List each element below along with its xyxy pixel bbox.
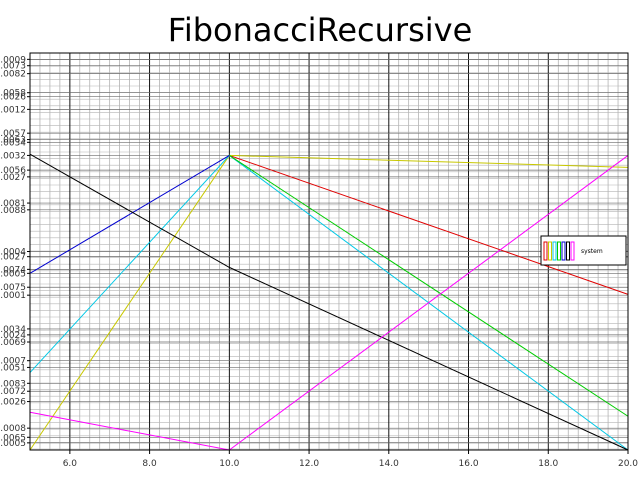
- y-tick-label: 0.0032: [0, 151, 26, 161]
- x-tick-label: 16.0: [459, 459, 479, 469]
- y-tick-labels: 0.00090.00730.00820.00580.00260.00120.00…: [0, 55, 30, 449]
- y-tick-label: 0.0069: [0, 338, 26, 348]
- y-tick-label: 0.0088: [0, 206, 26, 216]
- x-tick-label: 18.0: [538, 459, 558, 469]
- x-tick-label: 8.0: [142, 459, 157, 469]
- y-tick-label: 0.0026: [0, 93, 26, 103]
- chart-title: FibonacciRecursive: [168, 11, 473, 49]
- grid: [30, 53, 628, 450]
- y-tick-label: 0.0051: [0, 363, 26, 373]
- y-tick-label: 0.0026: [0, 398, 26, 408]
- y-tick-label: 0.0072: [0, 387, 26, 397]
- y-tick-label: 0.0012: [0, 105, 26, 115]
- y-tick-label: 0.0005: [0, 269, 26, 279]
- legend: system: [541, 236, 626, 265]
- y-tick-label: 0.0027: [0, 253, 26, 263]
- y-tick-label: 0.0034: [0, 138, 26, 148]
- x-tick-label: 10.0: [219, 459, 239, 469]
- x-tick-label: 14.0: [379, 459, 399, 469]
- y-tick-label: 0.0082: [0, 70, 26, 80]
- x-tick-label: 20.0: [618, 459, 638, 469]
- y-tick-label: 0.0027: [0, 173, 26, 183]
- x-tick-label: 12.0: [299, 459, 319, 469]
- legend-label: system: [581, 248, 603, 255]
- x-tick-label: 6.0: [63, 459, 78, 469]
- y-tick-label: 0.0005: [0, 439, 26, 449]
- y-tick-label: 0.0001: [0, 291, 26, 301]
